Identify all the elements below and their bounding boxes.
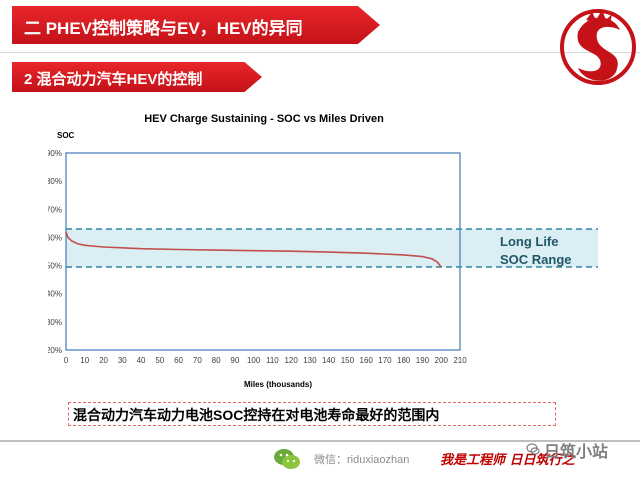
- x-tick-label: 60: [174, 356, 183, 365]
- y-tick-label: 60%: [48, 233, 62, 242]
- school-logo-icon: [560, 9, 636, 85]
- soc-range-band: [66, 228, 598, 267]
- plot-frame: [65, 152, 461, 351]
- wechat-id: 微信：riduxiaozhan: [314, 454, 410, 466]
- slide-subtitle: 2 混合动力汽车HEV的控制: [24, 71, 203, 88]
- soc-series-line: [65, 231, 442, 268]
- x-tick-label: 30: [118, 356, 127, 365]
- x-tick-label: 150: [341, 356, 355, 365]
- x-tick-label: 190: [416, 356, 430, 365]
- slide-title: 二 PHEV控制策略与EV，HEV的异同: [24, 19, 303, 38]
- band-label-line2: SOC Range: [500, 252, 572, 267]
- y-tick-label: 20%: [48, 346, 62, 355]
- x-tick-label: 130: [303, 356, 317, 365]
- x-tick-label: 140: [322, 356, 336, 365]
- x-tick-label: 10: [80, 356, 89, 365]
- y-tick-label: 40%: [48, 290, 62, 299]
- x-tick-label: 20: [99, 356, 108, 365]
- x-tick-label: 50: [155, 356, 164, 365]
- soc-line-chart: HEV Charge Sustaining - SOC vs Miles Dri…: [48, 113, 598, 389]
- y-tick-label: 70%: [48, 205, 62, 214]
- wechat-icon: [274, 449, 300, 469]
- chart-title: HEV Charge Sustaining - SOC vs Miles Dri…: [144, 113, 384, 125]
- x-tick-label: 200: [435, 356, 449, 365]
- x-tick-label: 90: [230, 356, 239, 365]
- wechat-bubble-icon: [526, 443, 540, 455]
- caption-box: 混合动力汽车动力电池SOC控持在对电池寿命最好的范围内: [68, 402, 556, 426]
- x-tick-label: 70: [193, 356, 202, 365]
- y-axis-label: SOC: [57, 131, 75, 140]
- y-tick-label: 80%: [48, 177, 62, 186]
- x-tick-label: 110: [266, 356, 279, 365]
- y-tick-label: 30%: [48, 318, 62, 327]
- title-banner: 二 PHEV控制策略与EV，HEV的异同: [12, 6, 380, 44]
- x-tick-label: 80: [212, 356, 221, 365]
- x-tick-label: 120: [284, 356, 298, 365]
- x-tick-label: 180: [397, 356, 411, 365]
- caption-text: 混合动力汽车动力电池SOC控持在对电池寿命最好的范围内: [73, 407, 440, 423]
- footer-slogan: 我是工程师 日日筑行之: [440, 453, 575, 468]
- y-tick-label: 90%: [48, 149, 62, 158]
- footer-divider: [0, 440, 640, 442]
- x-tick-label: 100: [247, 356, 261, 365]
- x-tick-label: 0: [64, 356, 69, 365]
- x-tick-label: 40: [137, 356, 146, 365]
- x-tick-label: 160: [360, 356, 374, 365]
- band-label-line1: Long Life: [500, 234, 559, 249]
- x-axis-label: Miles (thousands): [244, 380, 312, 389]
- header-divider: [0, 52, 640, 53]
- x-tick-label: 210: [453, 356, 467, 365]
- subtitle-banner: 2 混合动力汽车HEV的控制: [12, 62, 262, 92]
- watermark: 日筑小站: [544, 444, 609, 461]
- y-tick-label: 50%: [48, 262, 62, 271]
- x-tick-label: 170: [378, 356, 392, 365]
